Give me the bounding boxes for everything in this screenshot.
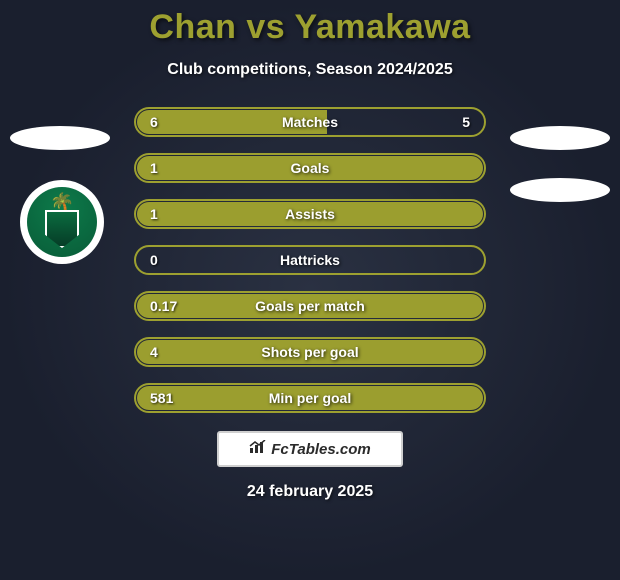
stats-list: 6 Matches 5 1 Goals 1 Assists 0 Hattricks 0.17 Goa…	[0, 107, 620, 413]
page-title: Chan vs Yamakawa	[0, 0, 620, 47]
stat-row: 4 Shots per goal	[0, 337, 620, 367]
stat-row: 0.17 Goals per match	[0, 291, 620, 321]
stat-content: 1 Goals	[150, 160, 470, 176]
stat-pill: 581 Min per goal	[134, 383, 486, 413]
stat-content: 1 Assists	[150, 206, 470, 222]
stat-row: 0 Hattricks	[0, 245, 620, 275]
stat-content: 6 Matches 5	[150, 114, 470, 130]
stat-label: Goals	[291, 160, 330, 176]
player-right-name: Yamakawa	[295, 8, 471, 46]
stat-row: 6 Matches 5	[0, 107, 620, 137]
stat-pill: 1 Goals	[134, 153, 486, 183]
stat-left-value: 4	[150, 344, 190, 360]
stat-row: 1 Assists	[0, 199, 620, 229]
stat-pill: 1 Assists	[134, 199, 486, 229]
stat-content: 581 Min per goal	[150, 390, 470, 406]
stat-content: 4 Shots per goal	[150, 344, 470, 360]
stat-left-value: 6	[150, 114, 190, 130]
stat-left-value: 1	[150, 206, 190, 222]
stat-label: Matches	[282, 114, 338, 130]
stat-label: Goals per match	[255, 298, 365, 314]
comparison-card: Chan vs Yamakawa Club competitions, Seas…	[0, 0, 620, 580]
stat-label: Min per goal	[269, 390, 351, 406]
stat-left-value: 0.17	[150, 298, 190, 314]
stat-left-value: 0	[150, 252, 190, 268]
stat-label: Shots per goal	[261, 344, 358, 360]
chart-icon	[249, 440, 267, 458]
stat-pill: 0 Hattricks	[134, 245, 486, 275]
stat-pill: 0.17 Goals per match	[134, 291, 486, 321]
subtitle: Club competitions, Season 2024/2025	[0, 61, 620, 79]
player-left-name: Chan	[149, 8, 236, 46]
stat-pill: 6 Matches 5	[134, 107, 486, 137]
stat-right-value: 5	[430, 114, 470, 130]
stat-row: 1 Goals	[0, 153, 620, 183]
stat-content: 0 Hattricks	[150, 252, 470, 268]
stat-pill: 4 Shots per goal	[134, 337, 486, 367]
stat-label: Assists	[285, 206, 335, 222]
date-text: 24 february 2025	[0, 483, 620, 501]
stat-content: 0.17 Goals per match	[150, 298, 470, 314]
stat-row: 581 Min per goal	[0, 383, 620, 413]
stat-left-value: 1	[150, 160, 190, 176]
fctables-badge[interactable]: FcTables.com	[217, 431, 403, 467]
stat-left-value: 581	[150, 390, 190, 406]
stat-label: Hattricks	[280, 252, 340, 268]
fctables-label: FcTables.com	[271, 441, 370, 458]
vs-text: vs	[246, 8, 285, 46]
